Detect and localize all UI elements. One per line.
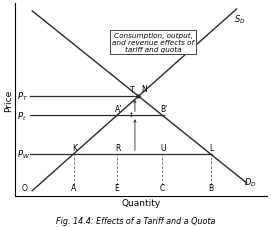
Text: $S_D$: $S_D$ [234,14,246,26]
Text: $P_t$: $P_t$ [17,110,27,122]
Text: A': A' [115,104,122,114]
Text: $D_D$: $D_D$ [244,175,257,188]
Text: $P_W$: $P_W$ [17,148,30,160]
Text: T: T [130,85,135,94]
Text: B': B' [160,104,167,114]
Text: L: L [210,143,214,152]
Text: Consumption, output,
and revenue effects of
tariff and quota: Consumption, output, and revenue effects… [112,32,194,53]
Text: E: E [115,183,119,192]
Text: A: A [71,183,76,192]
Y-axis label: Price: Price [4,89,13,111]
X-axis label: Quantity: Quantity [121,198,160,207]
Text: C: C [160,183,165,192]
Text: R: R [115,143,121,152]
Text: B: B [208,183,213,192]
Text: t: t [130,112,133,118]
Text: U: U [161,143,166,152]
Text: $P_T$: $P_T$ [17,90,28,103]
Text: O: O [22,183,28,192]
Text: N: N [141,85,147,94]
Text: Fig. 14.4: Effects of a Tariff and a Quota: Fig. 14.4: Effects of a Tariff and a Quo… [56,216,215,225]
Text: K: K [72,143,77,152]
